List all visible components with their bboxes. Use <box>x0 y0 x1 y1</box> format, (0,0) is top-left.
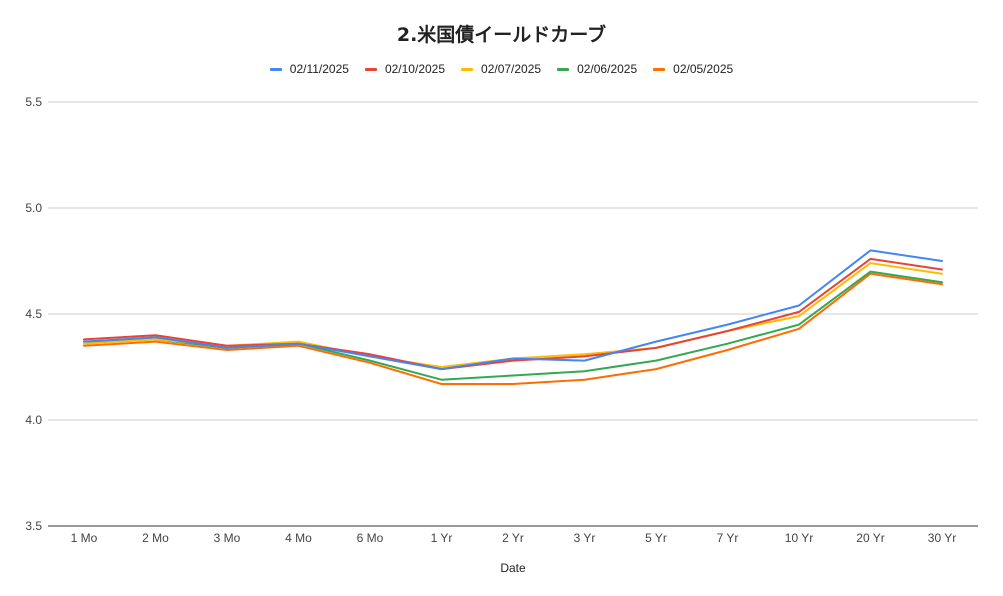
y-tick-label: 5.0 <box>25 201 42 215</box>
x-tick-label: 4 Mo <box>285 531 312 545</box>
legend-label: 02/11/2025 <box>289 62 349 76</box>
x-tick-label: 6 Mo <box>357 531 384 545</box>
legend-swatch <box>461 67 474 71</box>
y-tick-label: 4.0 <box>25 413 42 427</box>
legend-item[interactable]: 02/11/2025 <box>269 62 349 76</box>
x-tick-label: 10 Yr <box>785 531 813 545</box>
legend-item[interactable]: 02/05/2025 <box>653 62 733 76</box>
x-tick-label: 1 Mo <box>71 531 98 545</box>
legend-swatch <box>653 67 666 71</box>
series-line-02-11-2025 <box>83 249 943 371</box>
chart-title: 2.米国債イールドカーブ <box>396 24 607 46</box>
y-tick-label: 3.5 <box>25 519 42 533</box>
series-lines <box>83 249 943 385</box>
legend-label: 02/07/2025 <box>481 62 542 76</box>
series-line-02-05-2025 <box>83 272 943 385</box>
x-tick-label: 5 Yr <box>645 531 667 545</box>
series-line-02-10-2025 <box>83 257 943 371</box>
x-axis-title: Date <box>500 561 526 575</box>
x-tick-label: 7 Yr <box>717 531 739 545</box>
x-tick-label: 20 Yr <box>856 531 884 545</box>
legend-swatch <box>557 67 570 71</box>
gridlines <box>48 101 978 527</box>
x-tick-label: 1 Yr <box>431 531 453 545</box>
x-tick-label: 3 Yr <box>574 531 596 545</box>
x-tick-label: 30 Yr <box>928 531 956 545</box>
legend-item[interactable]: 02/07/2025 <box>461 62 541 76</box>
x-tick-label: 2 Yr <box>502 531 524 545</box>
legend-swatch <box>364 67 377 71</box>
series-line-02-06-2025 <box>83 270 943 381</box>
x-tick-label: 3 Mo <box>214 531 241 545</box>
legend-item[interactable]: 02/10/2025 <box>364 62 446 76</box>
legend-item[interactable]: 02/06/2025 <box>557 62 637 76</box>
legend-label: 02/06/2025 <box>577 62 638 76</box>
legend-label: 02/10/2025 <box>384 62 446 76</box>
legend-label: 02/05/2025 <box>673 62 734 76</box>
y-tick-label: 5.5 <box>25 95 42 109</box>
x-tick-label: 2 Mo <box>142 531 169 545</box>
legend-swatch <box>269 67 282 71</box>
x-axis-ticks: 1 Mo 2 Mo 3 Mo 4 Mo 6 Mo 1 Yr 2 Yr 3 Yr 5 Yr 7 Yr… <box>71 531 957 545</box>
y-axis-ticks: 3.5 4.0 4.5 5.0 5.5 <box>25 95 42 533</box>
legend: 02/11/2025 02/10/2025 02/07/2025 02/06/2025… <box>0 62 1003 76</box>
y-tick-label: 4.5 <box>25 307 42 321</box>
